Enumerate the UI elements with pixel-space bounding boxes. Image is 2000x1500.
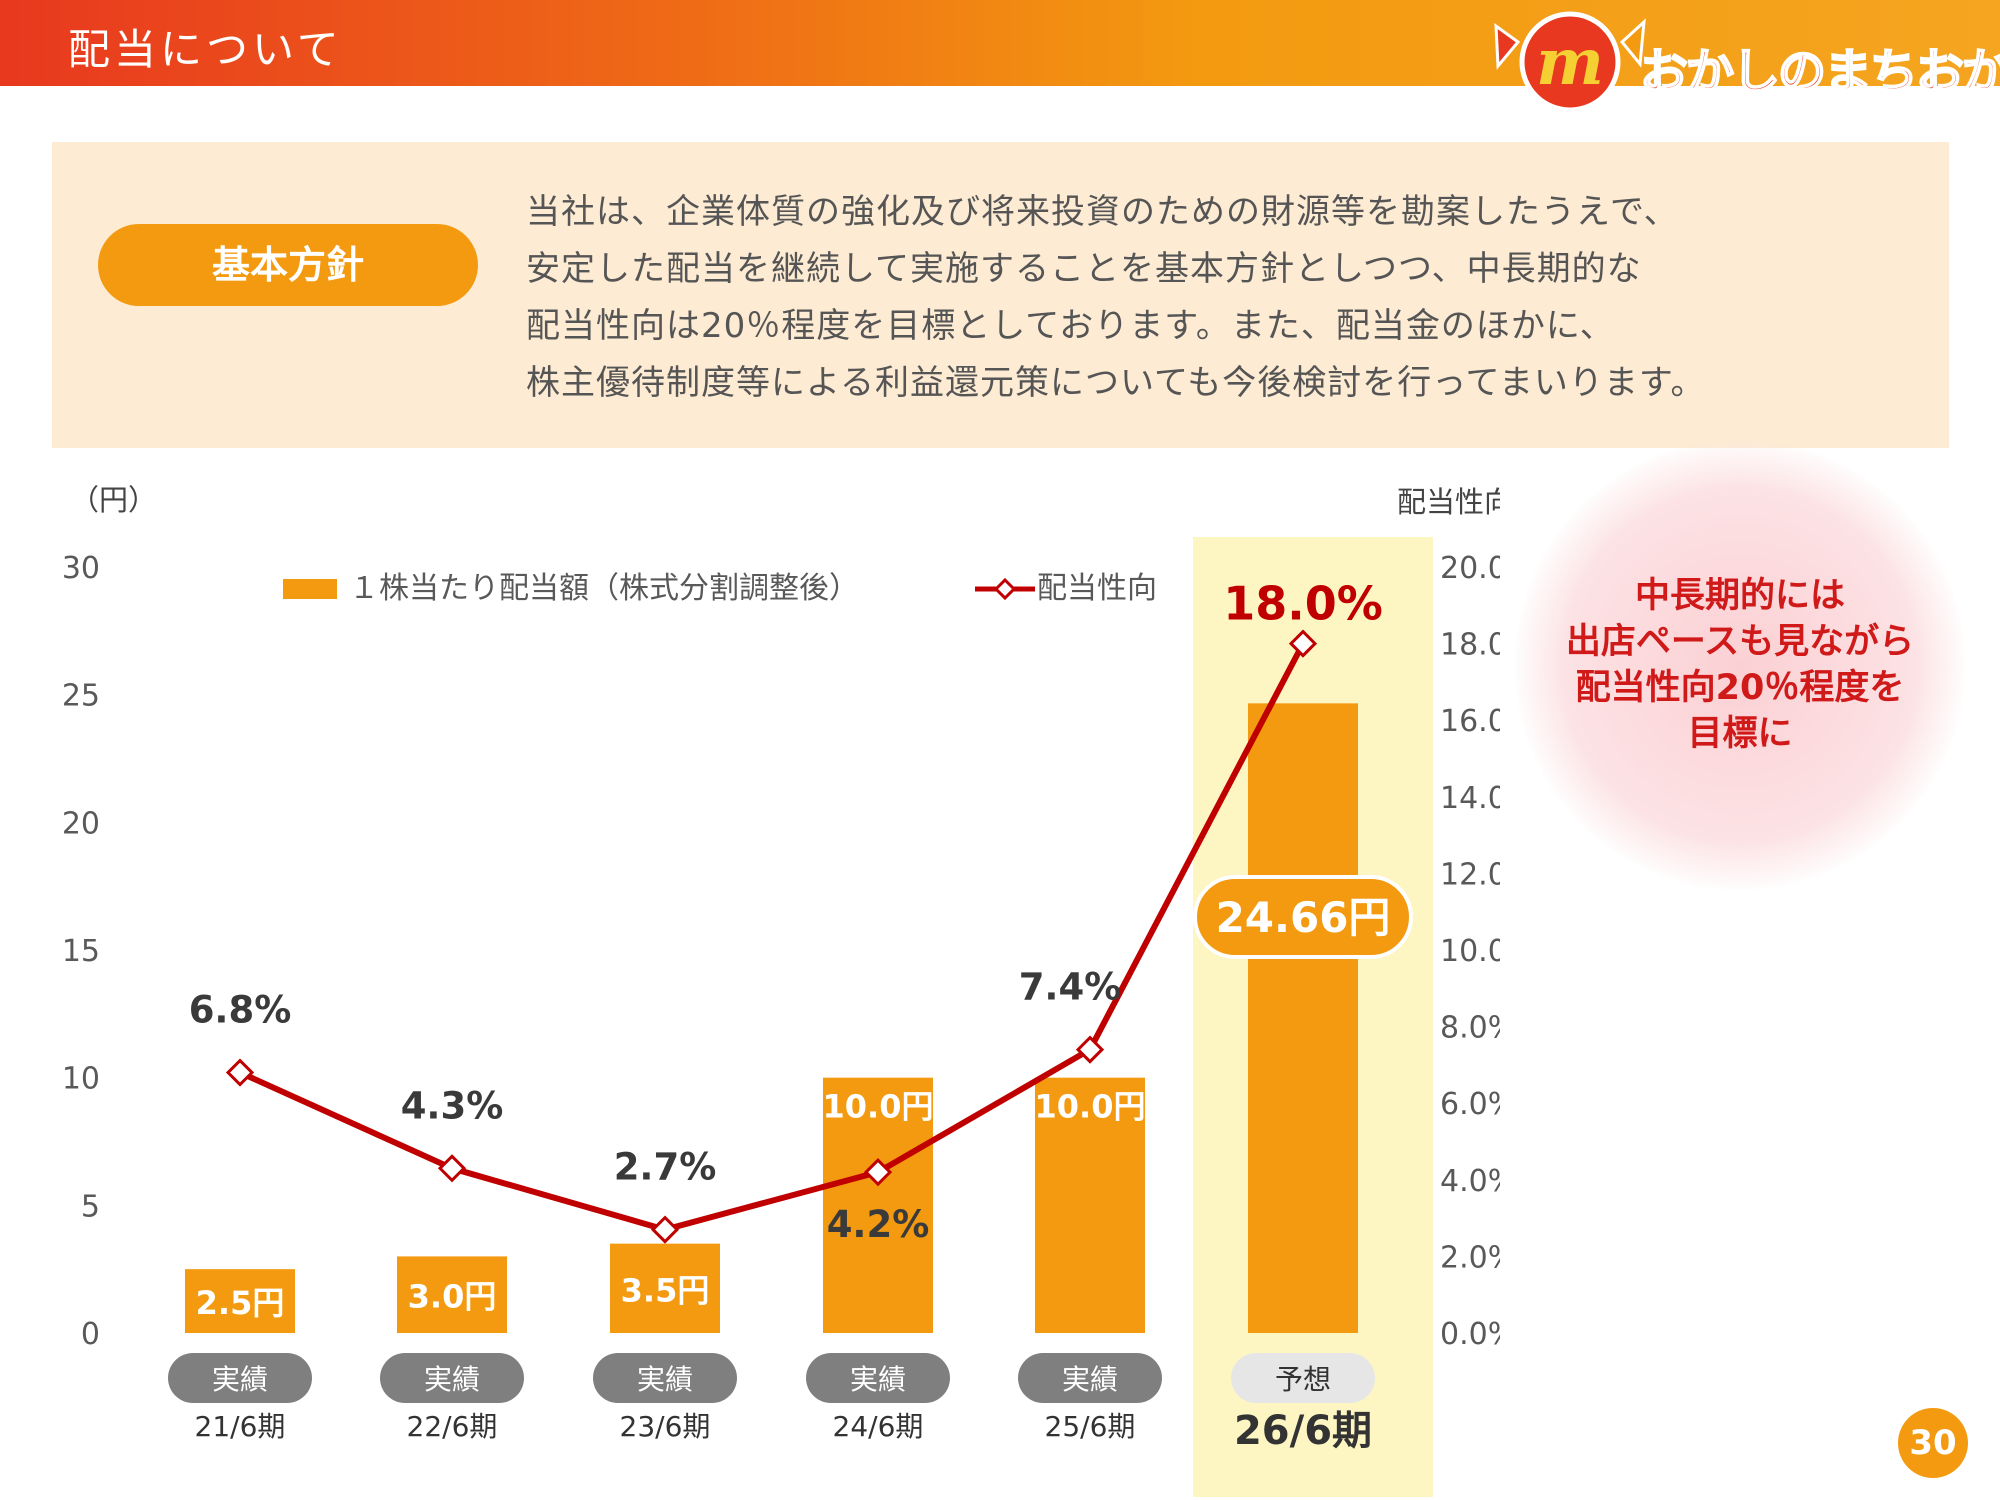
x-category-label: 22/6期 — [407, 1410, 498, 1443]
legend-bar-label: １株当たり配当額（株式分割調整後） — [349, 571, 859, 606]
bar-26/6期 — [1248, 703, 1358, 1333]
page-number-badge: 30 — [1898, 1408, 1968, 1478]
y-left-tick-label: 20 — [62, 806, 100, 841]
status-pill — [806, 1353, 950, 1403]
callout-line: 配当性向20％程度を — [1575, 668, 1905, 708]
bar-value-label: 2.5円 — [196, 1284, 285, 1322]
y-left-tick-label: 0 — [81, 1317, 100, 1352]
payout-ratio-point — [1075, 1035, 1105, 1064]
y-left-tick-label: 15 — [62, 934, 100, 969]
status-label: 予想 — [1275, 1363, 1331, 1396]
policy-line: 株主優待制度等による利益還元策についても今後検討を行ってまいります。 — [526, 363, 1706, 403]
status-label: 実績 — [637, 1363, 693, 1396]
y-left-tick-label: 5 — [81, 1189, 100, 1224]
y-right-tick-label: 0.0% — [1440, 1317, 1500, 1352]
payout-ratio-point — [1288, 629, 1318, 658]
payout-ratio-point — [650, 1215, 680, 1244]
status-pill — [380, 1353, 524, 1403]
y-right-tick-label: 2.0% — [1440, 1240, 1500, 1275]
y-right-tick-label: 20.0% — [1440, 551, 1500, 586]
dividend-chart: （円） 0 5 10 15 20 25 30 配当性向 0.0% 2.0% 4.0% 6.0% 8.0% 1… — [62, 483, 1500, 1497]
payout-ratio-label: 7.4% — [1019, 966, 1122, 1009]
policy-text: 当社は、企業体質の強化及び将来投資のための財源等を勘案したうえで、 安定した配当… — [526, 184, 1705, 412]
y-left-tick-label: 25 — [62, 679, 100, 714]
y-left-unit-label: （円） — [70, 483, 157, 517]
company-logo: m おかしのまちおか — [1490, 4, 2000, 124]
status-pill — [593, 1353, 737, 1403]
payout-ratio-label: 18.0% — [1223, 577, 1383, 631]
bar-22/6期 — [397, 1256, 507, 1333]
callout-line: 中長期的には — [1634, 576, 1845, 616]
status-label: 実績 — [212, 1363, 268, 1396]
status-pill — [1231, 1353, 1375, 1403]
bar-value-label: 10.0円 — [823, 1088, 934, 1126]
status-pill — [168, 1353, 312, 1403]
payout-ratio-point — [863, 1158, 893, 1187]
target-callout-bubble — [1515, 440, 1965, 890]
payout-ratio-point — [437, 1154, 467, 1183]
x-category-label: 24/6期 — [833, 1410, 924, 1443]
y-right-axis-title: 配当性向 — [1397, 485, 1500, 519]
logo-wordmark: おかしのまちおか — [1639, 43, 2000, 101]
payout-ratio-line — [238, 642, 1306, 1233]
legend-line-marker — [993, 577, 1017, 601]
y-right-tick-label: 4.0% — [1440, 1164, 1500, 1199]
bar-value-label: 24.66円 — [1216, 893, 1391, 942]
bar-24/6期 — [823, 1077, 933, 1333]
policy-line: 配当性向は20％程度を目標としております。また、配当金のほかに、 — [526, 306, 1615, 346]
y-right-tick-label: 10.0% — [1440, 934, 1500, 969]
legend-line-label: 配当性向 — [1037, 571, 1157, 606]
status-label: 実績 — [850, 1363, 906, 1396]
callout-line: 出店ペースも見ながら — [1565, 622, 1915, 662]
payout-ratio-label: 6.8% — [189, 989, 292, 1032]
x-category-label: 25/6期 — [1045, 1410, 1136, 1443]
status-pill — [1018, 1353, 1162, 1403]
policy-line: 安定した配当を継続して実施することを基本方針としつつ、中長期的な — [526, 249, 1642, 289]
target-callout-text: 中長期的には 出店ペースも見ながら 配当性向20％程度を 目標に — [1515, 573, 1965, 757]
status-label: 実績 — [1062, 1363, 1118, 1396]
y-left-tick-label: 30 — [62, 551, 100, 586]
status-label: 実績 — [424, 1363, 480, 1396]
payout-ratio-label: 2.7% — [614, 1146, 717, 1189]
y-left-tick-label: 10 — [62, 1062, 100, 1097]
payout-ratio-label: 4.3% — [401, 1084, 504, 1127]
bar-value-label: 3.0円 — [408, 1278, 497, 1316]
bar-25/6期 — [1035, 1077, 1145, 1333]
y-right-tick-label: 14.0% — [1440, 781, 1500, 816]
bar-value-label: 3.5円 — [621, 1271, 710, 1309]
policy-label-badge: 基本方針 — [98, 224, 478, 306]
payout-ratio-label: 4.2% — [827, 1203, 930, 1246]
header-bar: 配当について — [0, 0, 2000, 86]
forecast-dividend-pill — [1193, 875, 1413, 959]
y-right-tick-label: 18.0% — [1440, 628, 1500, 663]
payout-ratio-point — [225, 1058, 255, 1087]
y-right-tick-label: 6.0% — [1440, 1087, 1500, 1122]
x-category-label: 26/6期 — [1234, 1408, 1372, 1454]
bar-23/6期 — [610, 1243, 720, 1333]
bar-value-label: 10.0円 — [1035, 1088, 1146, 1126]
x-category-label: 21/6期 — [195, 1410, 286, 1443]
bar-21/6期 — [185, 1269, 295, 1333]
legend-bar-swatch — [283, 579, 337, 599]
candy-logo-icon: m — [1494, 11, 1646, 113]
y-right-tick-label: 8.0% — [1440, 1011, 1500, 1046]
y-right-tick-label: 16.0% — [1440, 704, 1500, 739]
page-title: 配当について — [68, 25, 343, 74]
y-right-tick-label: 12.0% — [1440, 857, 1500, 892]
callout-line: 目標に — [1687, 714, 1793, 754]
x-category-label: 23/6期 — [620, 1410, 711, 1443]
svg-text:m: m — [1536, 25, 1604, 100]
policy-panel: 基本方針 当社は、企業体質の強化及び将来投資のための財源等を勘案したうえで、 安… — [52, 142, 1949, 448]
policy-line: 当社は、企業体質の強化及び将来投資のための財源等を勘案したうえで、 — [526, 192, 1679, 232]
